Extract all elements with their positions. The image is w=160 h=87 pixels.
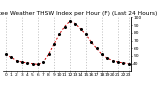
Point (127, 63, 130, 64)
Point (10, 57, 12, 58)
Point (69, 21, 71, 22)
Point (106, 58, 108, 59)
Point (79, 28, 82, 30)
Point (85, 34, 87, 35)
Point (47, 54, 50, 55)
Title: Milwaukee Weather THSW Index per Hour (F) (Last 24 Hours): Milwaukee Weather THSW Index per Hour (F… (0, 11, 157, 16)
Point (21, 61, 23, 63)
Point (63, 26, 66, 27)
Point (26, 62, 28, 64)
Point (90, 41, 92, 43)
Point (58, 34, 60, 35)
Point (111, 60, 114, 61)
Point (117, 61, 119, 63)
Point (122, 62, 124, 64)
Point (37, 64, 39, 65)
Point (31, 63, 34, 64)
Point (74, 23, 76, 24)
Point (101, 54, 103, 55)
Point (53, 44, 55, 45)
Point (42, 61, 44, 63)
Point (15, 60, 18, 61)
Point (5, 54, 7, 55)
Point (95, 48, 98, 49)
